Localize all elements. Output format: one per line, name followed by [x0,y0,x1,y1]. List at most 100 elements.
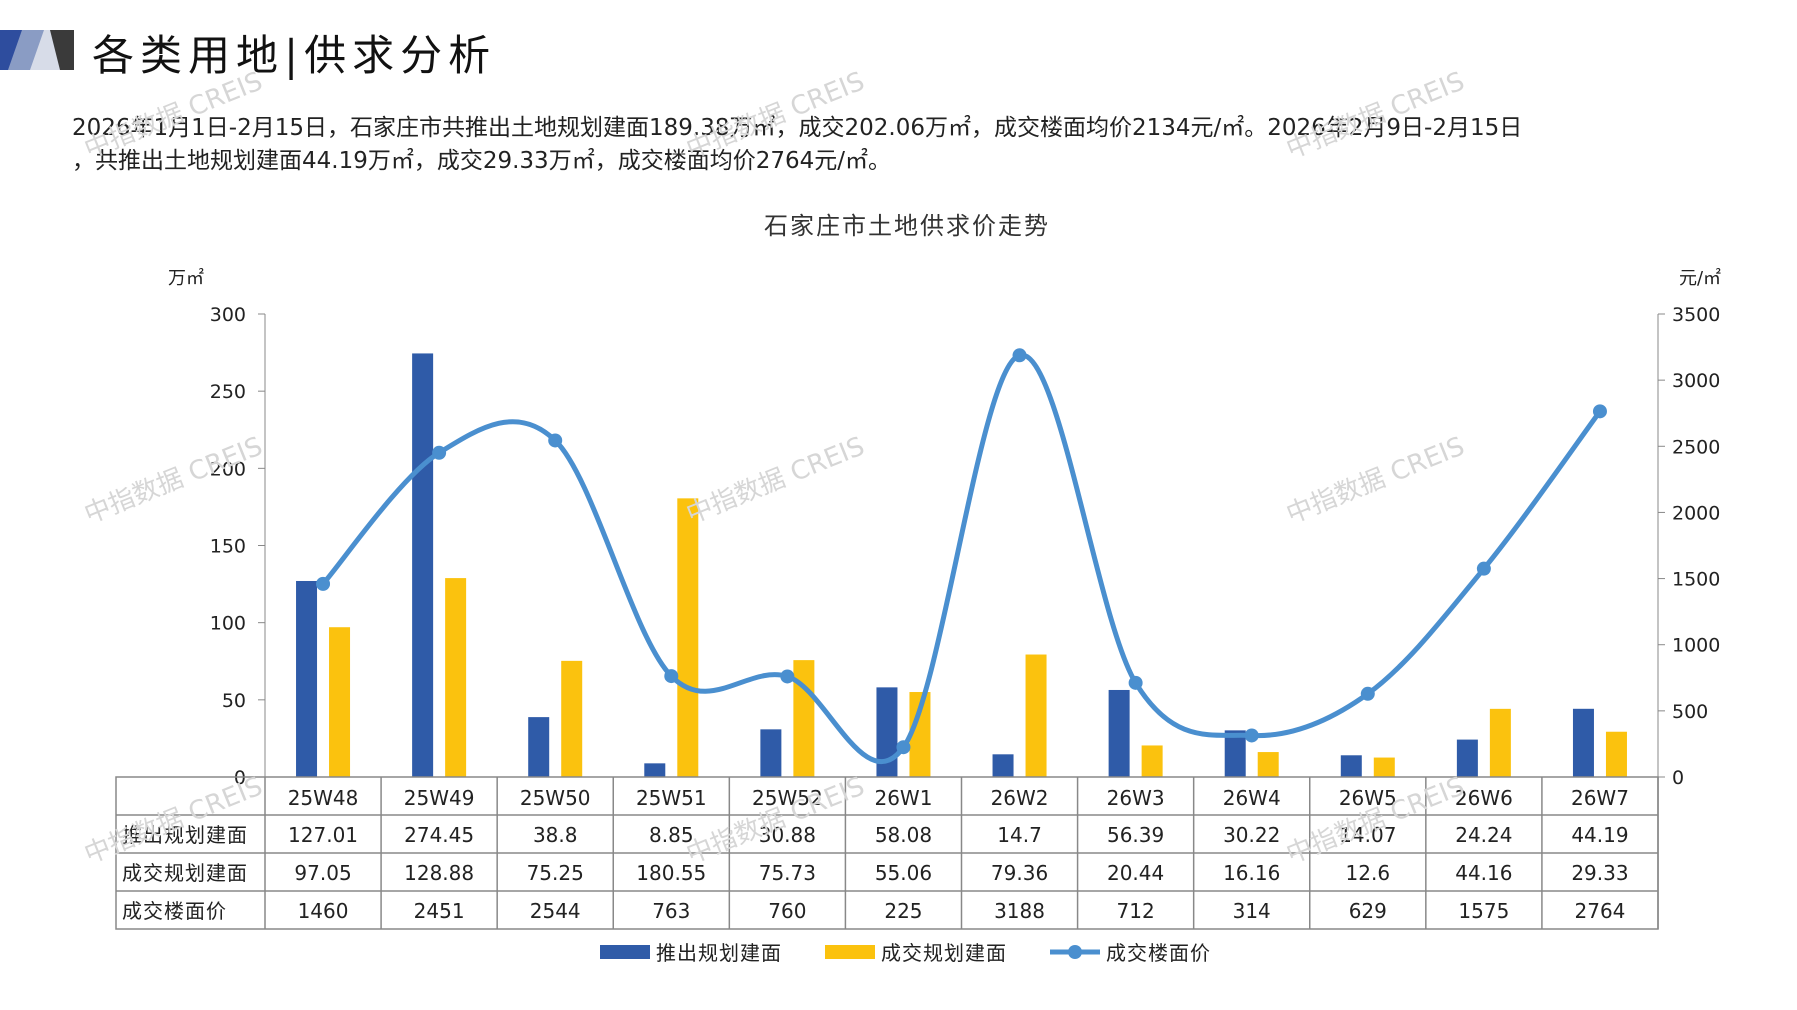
table-cell-2-25W50: 2544 [530,899,581,923]
x-tick-label-25W50: 25W50 [520,786,591,810]
bar-deal-26W6 [1489,708,1511,777]
y-tick-label-right-1000: 1000 [1672,635,1720,657]
bar-supply-26W4 [1224,730,1246,777]
x-tick-label-26W4: 26W4 [1223,786,1281,810]
bar-deal-25W48 [329,627,351,777]
price-point-26W7 [1592,404,1607,419]
bar-supply-26W2 [992,754,1014,777]
table-cell-0-25W50: 38.8 [533,823,578,847]
bar-supply-26W6 [1456,739,1478,777]
table-cell-1-25W49: 128.88 [404,861,474,885]
bar-deal-25W49 [445,578,467,777]
table-cell-0-26W1: 58.08 [875,823,932,847]
bar-deal-25W50 [561,660,583,777]
x-tick-label-26W3: 26W3 [1107,786,1165,810]
table-row-label-1: 成交规划建面 [122,861,248,885]
price-point-26W6 [1476,561,1491,576]
price-point-25W50 [548,433,563,448]
bar-supply-26W1 [876,687,898,777]
bar-deal-25W52 [793,660,815,777]
y-tick-label-right-3000: 3000 [1672,370,1720,392]
price-point-26W1 [896,740,911,755]
x-tick-label-26W2: 26W2 [991,786,1049,810]
table-cell-1-25W51: 180.55 [636,861,706,885]
x-tick-label-25W52: 25W52 [752,786,823,810]
table-cell-2-25W51: 763 [652,899,690,923]
table-cell-1-26W4: 16.16 [1223,861,1280,885]
price-point-25W51 [664,669,679,684]
y-tick-label-right-0: 0 [1672,767,1684,789]
summary-line-2: ，共推出土地规划建面44.19万㎡，成交29.33万㎡，成交楼面均价2764元/… [72,148,891,174]
table-cell-0-26W5: 14.07 [1339,823,1396,847]
table-cell-2-26W3: 712 [1117,899,1155,923]
table-cell-0-25W52: 30.88 [759,823,816,847]
price-point-26W3 [1128,675,1143,690]
legend-swatch-dot-2 [1068,945,1082,959]
table-cell-1-26W6: 44.16 [1455,861,1512,885]
chart-title: 石家庄市土地供求价走势 [764,212,1050,240]
table-cell-2-26W7: 2764 [1575,899,1626,923]
table-row-label-2: 成交楼面价 [122,899,227,923]
x-tick-label-26W1: 26W1 [874,786,932,810]
table-cell-1-25W48: 97.05 [294,861,351,885]
price-point-25W48 [316,576,331,591]
y-tick-label-right-1500: 1500 [1672,569,1720,591]
bar-supply-25W49 [412,353,434,777]
table-cell-0-26W6: 24.24 [1455,823,1512,847]
legend-swatch-1 [825,945,875,959]
table-cell-2-26W6: 1575 [1458,899,1509,923]
y-tick-label-left-300: 300 [210,304,246,326]
y-tick-label-left-250: 250 [210,381,246,403]
bar-deal-26W3 [1141,745,1163,777]
page-title: 各类用地|供求分析 [92,31,497,80]
y-tick-label-left-50: 50 [222,690,246,712]
table-cell-1-25W50: 75.25 [527,861,584,885]
x-tick-label-26W5: 26W5 [1339,786,1397,810]
legend-label-0: 推出规划建面 [656,941,782,965]
price-point-25W49 [432,445,447,460]
bar-supply-25W48 [296,580,318,777]
legend-swatch-0 [600,945,650,959]
y-axis-right-label: 元/㎡ [1679,267,1721,289]
table-cell-1-26W3: 20.44 [1107,861,1164,885]
table-cell-0-26W2: 14.7 [997,823,1042,847]
summary-text: 2026年1月1日-2月15日，石家庄市共推出土地规划建面189.38万㎡，成交… [72,112,1742,178]
x-tick-label-26W6: 26W6 [1455,786,1513,810]
price-point-26W2 [1012,348,1027,363]
bar-supply-26W5 [1340,755,1362,777]
table-cell-2-25W48: 1460 [298,899,349,923]
table-cell-0-26W3: 56.39 [1107,823,1164,847]
table-cell-0-25W51: 8.85 [649,823,694,847]
y-tick-label-left-150: 150 [210,536,246,558]
bar-deal-26W1 [909,692,931,777]
y-tick-label-left-0: 0 [234,767,246,789]
legend-label-1: 成交规划建面 [881,941,1007,965]
bar-supply-25W51 [644,763,666,777]
bar-supply-25W50 [528,717,550,777]
x-tick-label-25W48: 25W48 [288,786,359,810]
y-tick-label-right-2500: 2500 [1672,436,1720,458]
table-cell-0-25W48: 127.01 [288,823,358,847]
table-cell-1-26W5: 12.6 [1346,861,1391,885]
table-cell-0-25W49: 274.45 [404,823,474,847]
table-cell-2-26W4: 314 [1233,899,1271,923]
price-point-26W5 [1360,686,1375,701]
y-tick-label-left-100: 100 [210,613,246,635]
table-cell-0-26W4: 30.22 [1223,823,1280,847]
x-tick-label-25W49: 25W49 [404,786,475,810]
x-tick-label-26W7: 26W7 [1571,786,1629,810]
y-tick-label-right-500: 500 [1672,701,1708,723]
table-cell-1-26W7: 29.33 [1571,861,1628,885]
price-line [321,352,1602,765]
bar-deal-25W51 [677,498,699,777]
y-tick-label-left-200: 200 [210,458,246,480]
table-cell-1-26W1: 55.06 [875,861,932,885]
table-cell-1-26W2: 79.36 [991,861,1048,885]
table-cell-2-25W49: 2451 [414,899,465,923]
bar-supply-26W7 [1572,708,1594,777]
y-axis-left-label: 万㎡ [168,267,204,289]
x-tick-label-25W51: 25W51 [636,786,707,810]
table-cell-2-25W52: 760 [768,899,806,923]
price-point-25W52 [780,669,795,684]
